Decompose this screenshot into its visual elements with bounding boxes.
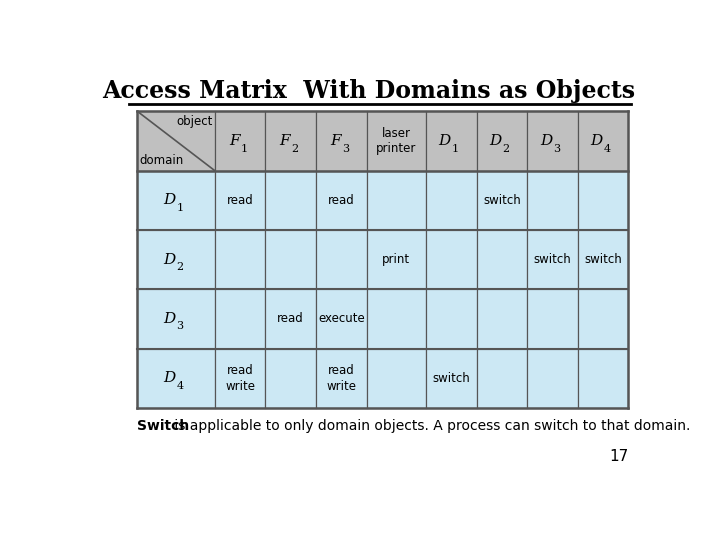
FancyBboxPatch shape: [477, 171, 527, 230]
Text: 2: 2: [291, 144, 298, 153]
FancyBboxPatch shape: [215, 111, 266, 171]
FancyBboxPatch shape: [138, 171, 215, 230]
FancyBboxPatch shape: [578, 171, 629, 230]
FancyBboxPatch shape: [426, 171, 477, 230]
Text: 1: 1: [176, 203, 184, 213]
FancyBboxPatch shape: [138, 111, 215, 171]
FancyBboxPatch shape: [426, 111, 477, 171]
FancyBboxPatch shape: [266, 171, 316, 230]
Text: 3: 3: [176, 321, 184, 332]
FancyBboxPatch shape: [426, 348, 477, 408]
FancyBboxPatch shape: [477, 348, 527, 408]
Text: Access Matrix  With Domains as Objects: Access Matrix With Domains as Objects: [102, 79, 636, 103]
FancyBboxPatch shape: [266, 111, 316, 171]
FancyBboxPatch shape: [266, 289, 316, 348]
FancyBboxPatch shape: [366, 111, 426, 171]
FancyBboxPatch shape: [578, 111, 629, 171]
FancyBboxPatch shape: [366, 171, 426, 230]
Text: D: D: [163, 193, 176, 207]
Text: 2: 2: [176, 262, 184, 272]
FancyBboxPatch shape: [316, 111, 366, 171]
FancyBboxPatch shape: [316, 289, 366, 348]
FancyBboxPatch shape: [366, 289, 426, 348]
Text: is applicable to only domain objects. A process can switch to that domain.: is applicable to only domain objects. A …: [171, 419, 690, 433]
Text: object: object: [176, 114, 212, 127]
Text: D: D: [163, 253, 176, 267]
Text: 3: 3: [553, 144, 560, 153]
FancyBboxPatch shape: [527, 289, 578, 348]
Text: 1: 1: [452, 144, 459, 153]
FancyBboxPatch shape: [527, 348, 578, 408]
FancyBboxPatch shape: [477, 111, 527, 171]
Text: 4: 4: [603, 144, 611, 153]
FancyBboxPatch shape: [366, 348, 426, 408]
Text: 2: 2: [503, 144, 510, 153]
Text: 1: 1: [240, 144, 248, 153]
Text: domain: domain: [140, 154, 184, 167]
FancyBboxPatch shape: [138, 289, 215, 348]
FancyBboxPatch shape: [215, 171, 266, 230]
Text: read: read: [328, 194, 355, 207]
Text: F: F: [229, 134, 240, 148]
FancyBboxPatch shape: [215, 348, 266, 408]
Text: read
write: read write: [326, 363, 356, 393]
FancyBboxPatch shape: [266, 230, 316, 289]
FancyBboxPatch shape: [316, 348, 366, 408]
Text: D: D: [590, 134, 603, 148]
Text: D: D: [163, 371, 176, 385]
Text: Switch: Switch: [138, 419, 189, 433]
FancyBboxPatch shape: [426, 230, 477, 289]
FancyBboxPatch shape: [366, 230, 426, 289]
FancyBboxPatch shape: [578, 289, 629, 348]
FancyBboxPatch shape: [527, 230, 578, 289]
Text: D: D: [540, 134, 552, 148]
Text: print: print: [382, 253, 410, 266]
FancyBboxPatch shape: [215, 289, 266, 348]
Text: 3: 3: [342, 144, 349, 153]
FancyBboxPatch shape: [426, 289, 477, 348]
Text: switch: switch: [433, 372, 470, 384]
FancyBboxPatch shape: [477, 289, 527, 348]
Text: 4: 4: [176, 381, 184, 390]
FancyBboxPatch shape: [215, 230, 266, 289]
Text: F: F: [330, 134, 341, 148]
FancyBboxPatch shape: [578, 348, 629, 408]
FancyBboxPatch shape: [316, 230, 366, 289]
FancyBboxPatch shape: [316, 171, 366, 230]
Text: read: read: [277, 313, 304, 326]
Text: laser
printer: laser printer: [376, 127, 417, 155]
Text: execute: execute: [318, 313, 364, 326]
FancyBboxPatch shape: [527, 111, 578, 171]
FancyBboxPatch shape: [266, 348, 316, 408]
Text: switch: switch: [534, 253, 572, 266]
FancyBboxPatch shape: [138, 348, 215, 408]
FancyBboxPatch shape: [527, 171, 578, 230]
Text: D: D: [163, 312, 176, 326]
Text: 17: 17: [609, 449, 629, 464]
Text: D: D: [489, 134, 501, 148]
FancyBboxPatch shape: [578, 230, 629, 289]
Text: switch: switch: [483, 194, 521, 207]
Text: read
write: read write: [225, 363, 255, 393]
FancyBboxPatch shape: [138, 230, 215, 289]
Text: D: D: [438, 134, 451, 148]
Text: F: F: [279, 134, 290, 148]
Text: switch: switch: [585, 253, 622, 266]
Text: read: read: [227, 194, 253, 207]
FancyBboxPatch shape: [477, 230, 527, 289]
